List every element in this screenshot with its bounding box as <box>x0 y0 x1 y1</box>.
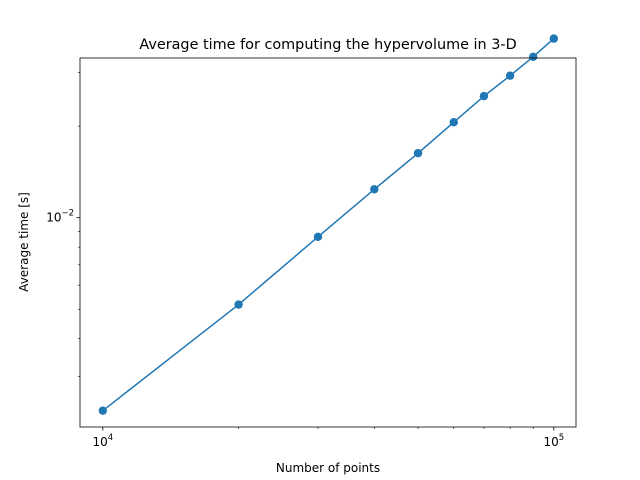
x-axis-label: Number of points <box>276 461 380 475</box>
series-layer <box>98 34 559 415</box>
ticks-layer: 104 105 10−2 <box>46 72 564 449</box>
plot-frame <box>79 57 577 428</box>
series-line <box>102 38 555 412</box>
data-point <box>234 300 243 309</box>
data-point <box>313 232 323 242</box>
data-point <box>528 52 538 62</box>
data-point <box>449 118 458 127</box>
x-tick-label: 104 <box>92 433 113 449</box>
data-point <box>98 406 108 415</box>
y-tick-label: 10−2 <box>46 209 74 225</box>
data-point <box>479 91 489 101</box>
data-point <box>370 185 379 194</box>
x-tick-label: 105 <box>543 433 564 449</box>
y-axis-label: Average time [s] <box>17 192 31 292</box>
data-point <box>505 71 515 80</box>
data-point <box>413 148 423 158</box>
chart-title: Average time for computing the hypervolu… <box>139 37 516 53</box>
data-point <box>549 34 559 43</box>
